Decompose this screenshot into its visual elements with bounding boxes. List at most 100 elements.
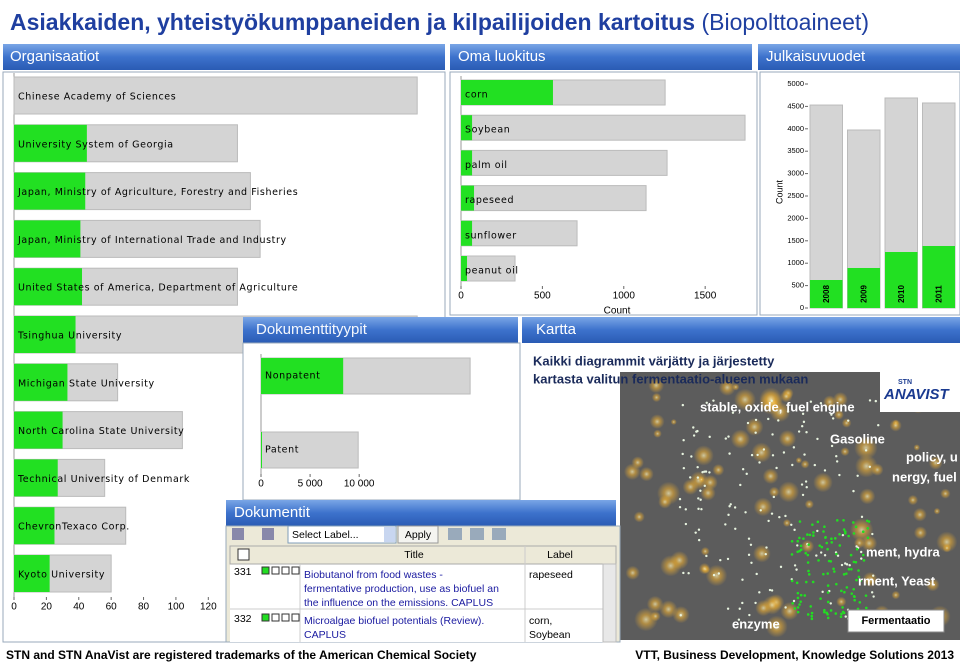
window-header xyxy=(226,500,616,526)
map-point xyxy=(810,614,814,618)
apply-button[interactable] xyxy=(397,525,439,544)
bar xyxy=(461,115,473,141)
bar xyxy=(14,555,50,592)
category-label: Patent xyxy=(265,445,299,456)
row-check[interactable] xyxy=(271,613,280,622)
x-tick-label: 60 xyxy=(106,602,118,613)
map-point xyxy=(771,454,775,457)
map-glow xyxy=(660,555,682,577)
map-point xyxy=(739,483,742,487)
map-point xyxy=(790,553,794,556)
map-point xyxy=(830,444,834,448)
y-tick-label: 1000 xyxy=(787,258,804,267)
category-label: North Carolina State University xyxy=(18,426,184,437)
doc-title[interactable]: fermentative production, use as biofuel … xyxy=(304,583,499,595)
map-point xyxy=(810,617,814,621)
map-point xyxy=(870,591,874,594)
row-check[interactable] xyxy=(261,613,270,622)
bar xyxy=(14,507,55,545)
map-point xyxy=(678,505,682,509)
map-point xyxy=(865,606,868,610)
doc-title[interactable]: CAPLUS xyxy=(304,629,346,641)
row-check[interactable] xyxy=(281,566,290,575)
map-point xyxy=(840,563,844,567)
label-select[interactable] xyxy=(287,525,397,544)
select-arrow[interactable] xyxy=(384,527,395,542)
map-point xyxy=(831,417,835,420)
map-point xyxy=(703,484,706,488)
map-point xyxy=(821,590,824,594)
scrollbar[interactable] xyxy=(602,563,617,643)
map-glow xyxy=(933,507,941,515)
map-point xyxy=(694,531,697,534)
title-main: Asiakkaiden, yhteistyökumppaneiden ja ki… xyxy=(10,9,695,35)
map-point xyxy=(874,399,878,403)
category-label: Tsinghua University xyxy=(17,331,122,342)
doc-title[interactable]: the influence on the emissions. CAPLUS xyxy=(304,597,493,609)
x-tick-label: 2010 xyxy=(897,285,906,303)
row-check[interactable] xyxy=(281,613,290,622)
map-point xyxy=(754,418,758,422)
map-point xyxy=(696,476,700,479)
category-label: ChevronTexaco Corp. xyxy=(18,522,130,533)
row-id: 331 xyxy=(234,566,252,578)
row-check[interactable] xyxy=(291,613,300,622)
map-point xyxy=(820,545,824,549)
map-point xyxy=(768,588,772,592)
map-point xyxy=(758,461,761,464)
map-point xyxy=(859,579,862,583)
map-point xyxy=(826,616,830,620)
bar xyxy=(13,76,418,115)
doc-title[interactable]: Biobutanol from food wastes - xyxy=(304,569,443,581)
map-point xyxy=(806,553,810,557)
map-glow xyxy=(768,486,780,498)
map-point xyxy=(771,433,774,436)
map-point xyxy=(864,449,868,452)
map-glow xyxy=(841,418,852,428)
map-glow xyxy=(753,544,771,563)
map-glow xyxy=(693,445,714,466)
map-point xyxy=(767,519,770,523)
map-point xyxy=(844,615,847,618)
bar xyxy=(14,268,83,306)
map-glow xyxy=(823,395,837,409)
map-point xyxy=(733,506,737,509)
chart-own-class: corn Soybean palm oil rapeseed sunflower pean… xyxy=(458,76,746,317)
map-point xyxy=(802,420,806,424)
x-axis-label: Count xyxy=(604,306,631,317)
map-glow xyxy=(804,499,814,509)
map-point xyxy=(852,587,855,591)
map-point xyxy=(800,483,804,486)
label-select-text: Select Label... xyxy=(292,529,359,541)
window-title: Kartta xyxy=(536,321,577,338)
row-check[interactable] xyxy=(261,566,270,575)
bar xyxy=(14,172,86,210)
panel-header xyxy=(758,44,960,70)
map-glow xyxy=(633,511,645,523)
x-tick-label: 80 xyxy=(138,602,150,613)
map-point xyxy=(824,536,827,539)
map-point xyxy=(705,401,708,405)
tool-icon[interactable] xyxy=(232,528,244,540)
map-point xyxy=(684,508,687,511)
header-check[interactable] xyxy=(237,548,250,561)
tool-icon[interactable] xyxy=(470,528,484,540)
row-check[interactable] xyxy=(291,566,300,575)
doc-label: Soybean xyxy=(529,629,571,641)
map-point xyxy=(728,505,731,508)
tool-icon[interactable] xyxy=(262,528,274,540)
doc-title[interactable]: Microalgae biofuel potentials (Review). xyxy=(304,615,484,627)
x-tick-label: 1000 xyxy=(613,291,636,302)
map-point xyxy=(846,419,850,422)
map-point xyxy=(767,417,770,421)
x-tick-label: 2011 xyxy=(934,285,943,303)
y-axis-label: Count xyxy=(774,180,784,205)
map-glow xyxy=(623,463,641,481)
row-check[interactable] xyxy=(271,566,280,575)
map-glow xyxy=(836,596,847,607)
map-point xyxy=(770,512,774,515)
tool-icon[interactable] xyxy=(448,528,462,540)
map-point xyxy=(826,547,829,551)
map-point xyxy=(825,611,829,615)
tool-icon[interactable] xyxy=(492,528,506,540)
